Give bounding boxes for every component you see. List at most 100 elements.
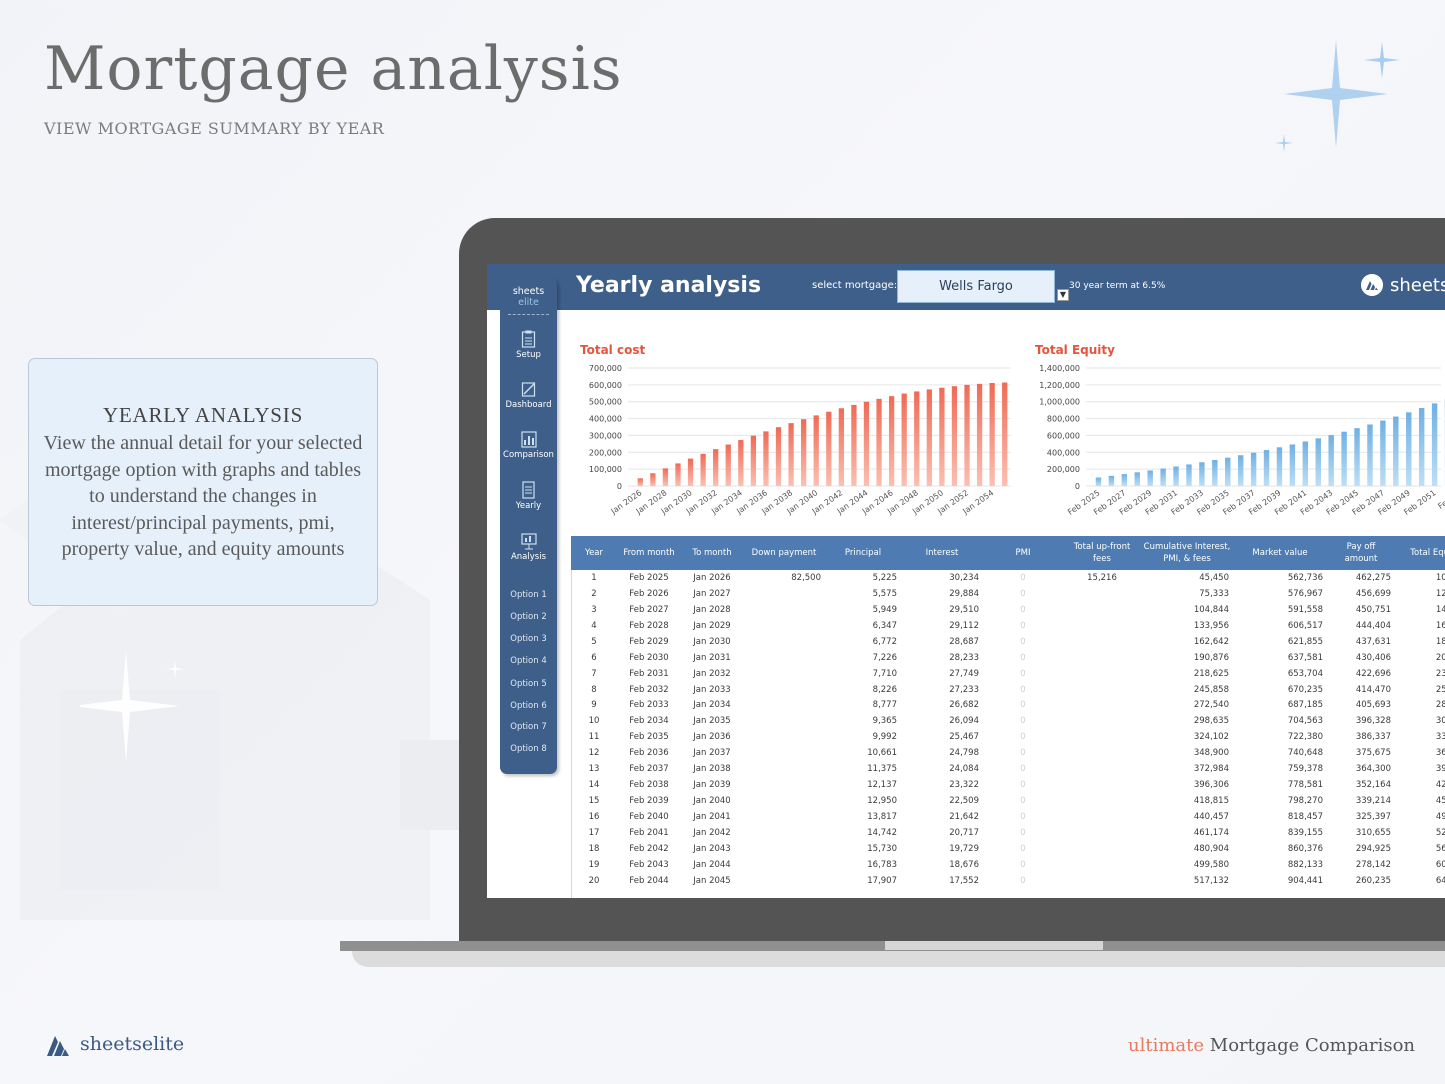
bar bbox=[1250, 452, 1257, 486]
table-cell: Feb 2043 bbox=[629, 859, 669, 870]
nav-label-comparison: Comparison bbox=[503, 450, 554, 460]
table-cell bbox=[743, 650, 825, 666]
table-cell: 740,648 bbox=[1287, 748, 1323, 759]
table-cell: 778,581 bbox=[1287, 780, 1323, 791]
table-cell bbox=[743, 745, 825, 761]
nav-option-2[interactable]: Option 2 bbox=[510, 612, 547, 622]
page-title: Mortgage analysis bbox=[44, 34, 623, 104]
table-cell: Jan 2041 bbox=[693, 812, 731, 823]
table-cell: 12 bbox=[588, 748, 600, 759]
bar bbox=[1108, 475, 1115, 486]
table-cell: 444,404 bbox=[1355, 620, 1391, 631]
table-header-cell: PMI bbox=[983, 536, 1063, 570]
table-cell: 759,378 bbox=[1287, 764, 1323, 775]
table-cell: 6 bbox=[591, 652, 597, 663]
table-cell: 190,876 bbox=[1193, 652, 1229, 663]
y-tick-label: 500,000 bbox=[589, 398, 622, 407]
table-cell: Jan 2033 bbox=[693, 684, 731, 695]
nav-option-8[interactable]: Option 8 bbox=[510, 744, 547, 754]
table-cell: 364,973 bbox=[1435, 748, 1445, 759]
bar-chart-icon bbox=[521, 431, 537, 448]
nav-item-analysis[interactable]: Analysis bbox=[500, 532, 557, 562]
table-cell: 12,950 bbox=[867, 796, 897, 807]
y-tick-label: 0 bbox=[617, 482, 622, 491]
bar bbox=[1121, 474, 1128, 486]
nav-option-7[interactable]: Option 7 bbox=[510, 722, 547, 732]
table-cell: 4 bbox=[591, 620, 597, 631]
table-cell: Jan 2034 bbox=[693, 700, 731, 711]
nav-item-setup[interactable]: Setup bbox=[500, 330, 557, 360]
table-row: 2 Feb 2026 Jan 2027 5,575 29,884 0 75,333 576,9… bbox=[571, 586, 1445, 602]
chevron-down-icon[interactable]: ▼ bbox=[1057, 289, 1069, 301]
table-cell: Feb 2030 bbox=[629, 652, 669, 663]
table-cell: 621,855 bbox=[1287, 636, 1323, 647]
table-row: 9 Feb 2033 Jan 2034 8,777 26,682 0 272,540 687,… bbox=[571, 698, 1445, 714]
table-cell: 184,224 bbox=[1435, 636, 1445, 647]
table-cell: 0 bbox=[1020, 684, 1026, 695]
bar bbox=[662, 468, 669, 486]
nav-item-yearly[interactable]: Yearly bbox=[500, 481, 557, 511]
table-cell bbox=[1063, 650, 1141, 666]
bar bbox=[1173, 466, 1179, 486]
table-cell: 0 bbox=[1020, 716, 1026, 727]
bar bbox=[1302, 441, 1309, 486]
table-cell: 461,174 bbox=[1193, 827, 1229, 838]
table-cell: 75,333 bbox=[1199, 588, 1229, 599]
table-cell bbox=[1063, 634, 1141, 650]
table-cell: 517,132 bbox=[1193, 875, 1229, 886]
bar bbox=[926, 389, 932, 486]
sheetselite-logo-icon bbox=[47, 1036, 69, 1056]
table-cell: Jan 2044 bbox=[693, 859, 731, 870]
app-header: Yearly analysis select mortgage: Wells F… bbox=[487, 264, 1445, 310]
bar bbox=[763, 431, 769, 486]
table-cell: 28,687 bbox=[949, 636, 979, 647]
table-cell bbox=[743, 586, 825, 602]
table-cell bbox=[1063, 682, 1141, 698]
nav-option-1[interactable]: Option 1 bbox=[510, 590, 547, 600]
mortgage-select[interactable]: Wells Fargo bbox=[897, 270, 1055, 303]
logo-text: sheets bbox=[1390, 275, 1445, 296]
table-cell: 0 bbox=[1020, 812, 1026, 823]
table-cell: 440,457 bbox=[1193, 812, 1229, 823]
table-row: 18 Feb 2042 Jan 2043 15,730 19,729 0 480,904 86… bbox=[571, 841, 1445, 857]
clipboard-icon bbox=[521, 330, 536, 348]
bar bbox=[1212, 460, 1218, 486]
nav-option-4[interactable]: Option 4 bbox=[510, 656, 547, 666]
table-cell: 28,233 bbox=[949, 652, 979, 663]
nav-option-5[interactable]: Option 5 bbox=[510, 679, 547, 689]
table-row: 19 Feb 2043 Jan 2044 16,783 18,676 0 499,580 88… bbox=[571, 857, 1445, 873]
table-cell: 644,206 bbox=[1435, 875, 1445, 886]
bar bbox=[1199, 462, 1205, 486]
bar bbox=[939, 387, 945, 486]
nav-item-comparison[interactable]: Comparison bbox=[500, 430, 557, 460]
product-name: ultimate Mortgage Comparison bbox=[1128, 1035, 1415, 1056]
y-tick-label: 0 bbox=[1075, 482, 1080, 491]
table-cell: 26,682 bbox=[949, 700, 979, 711]
table-cell: 405,693 bbox=[1355, 700, 1391, 711]
laptop-bottom bbox=[352, 951, 1445, 967]
table-cell: 30,234 bbox=[949, 572, 979, 583]
table-cell: 29,510 bbox=[949, 604, 979, 615]
nav-brand-bottom: elite bbox=[518, 297, 539, 308]
table-cell bbox=[1063, 729, 1141, 745]
nav-option-3[interactable]: Option 3 bbox=[510, 634, 547, 644]
table-cell: 480,904 bbox=[1193, 843, 1229, 854]
table-cell: 11,375 bbox=[867, 764, 897, 775]
table-cell: 162,113 bbox=[1435, 620, 1445, 631]
table-cell: 396,328 bbox=[1355, 716, 1391, 727]
table-cell: 904,441 bbox=[1287, 875, 1323, 886]
table-cell: 272,540 bbox=[1193, 700, 1229, 711]
table-cell: 528,500 bbox=[1435, 827, 1445, 838]
table-header-cell: To month bbox=[681, 536, 743, 570]
table-cell: 255,765 bbox=[1435, 684, 1445, 695]
bar bbox=[1186, 464, 1192, 486]
table-cell: 82,500 bbox=[791, 572, 821, 583]
nav-option-6[interactable]: Option 6 bbox=[510, 701, 547, 711]
bar bbox=[1431, 403, 1438, 486]
table-cell: 16 bbox=[588, 812, 600, 823]
nav-item-dashboard[interactable]: Dashboard bbox=[500, 380, 557, 410]
bar bbox=[1393, 416, 1399, 486]
laptop-notch bbox=[885, 941, 1103, 950]
table-cell: 29,112 bbox=[949, 620, 979, 631]
total-cost-chart: 700,000 600,000 500,000 400,000 300,000 200,0… bbox=[589, 364, 1011, 516]
